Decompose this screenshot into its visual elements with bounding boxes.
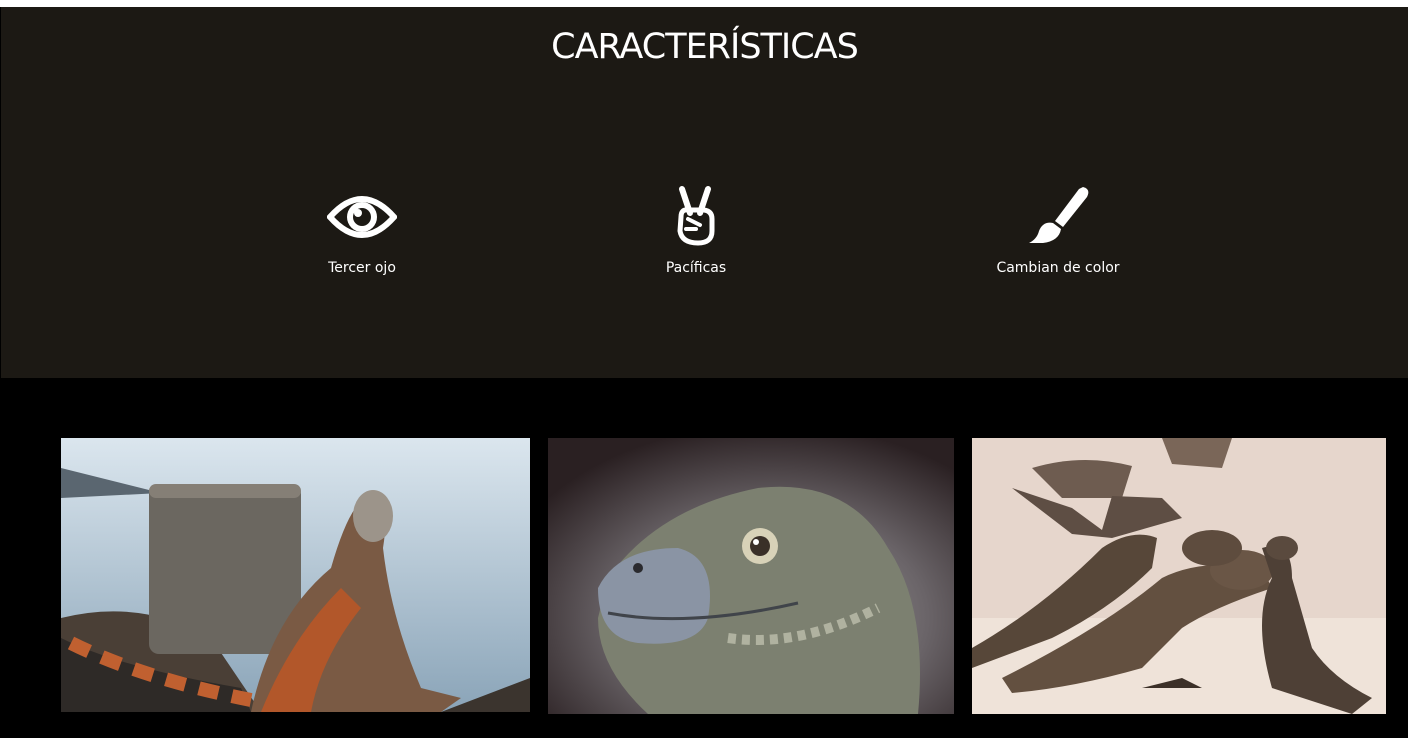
gallery-section: [0, 378, 1408, 738]
feature-label: Pacíficas: [665, 260, 727, 276]
peace-hand-icon: [586, 183, 806, 247]
paintbrush-icon: [948, 183, 1168, 247]
feature-color-change: Cambian de color: [948, 183, 1168, 276]
features-title: CARACTERÍSTICAS: [551, 27, 859, 67]
feature-third-eye: Tercer ojo: [252, 183, 472, 276]
feature-label: Tercer ojo: [328, 260, 396, 276]
features-section: CARACTERÍSTICAS Tercer ojo Pacíficas: [1, 7, 1408, 378]
iguana-rocks-photo: [61, 438, 530, 712]
top-strip: [0, 0, 1408, 7]
eye-icon: [252, 183, 472, 247]
feature-label: Cambian de color: [996, 260, 1120, 276]
feature-peaceful: Pacíficas: [586, 183, 806, 276]
iguana-closeup-photo: [548, 438, 954, 714]
iguana-group-photo: [972, 438, 1386, 714]
